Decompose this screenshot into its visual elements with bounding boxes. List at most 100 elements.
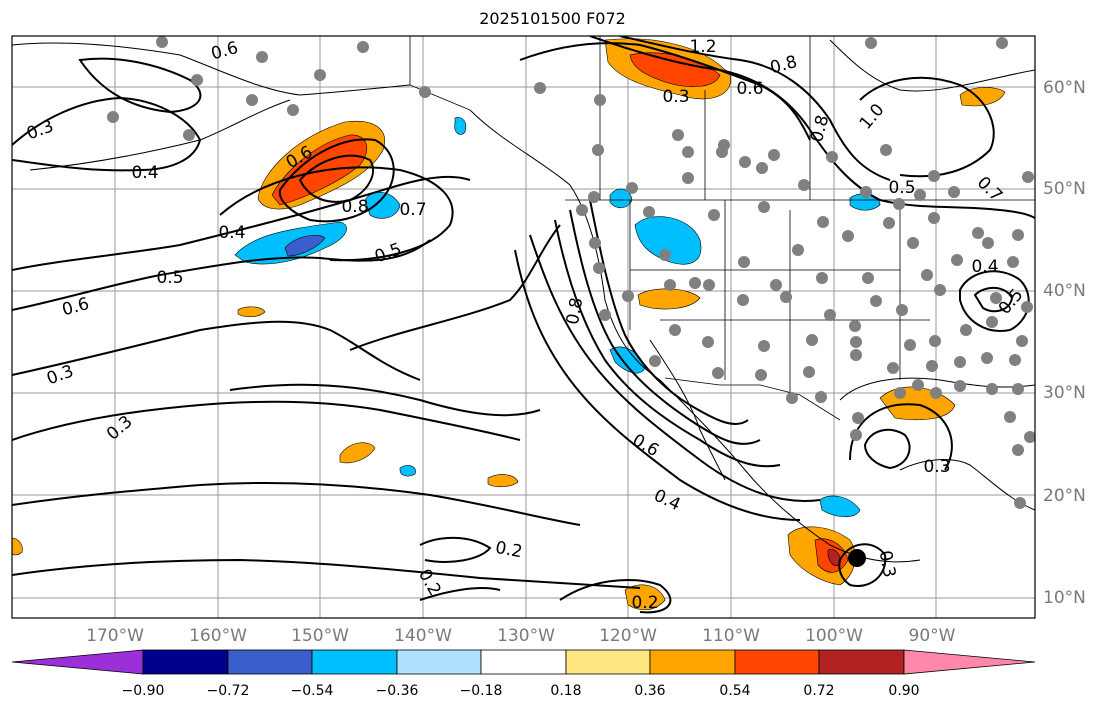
contour-line <box>973 286 1014 313</box>
contour-label: 0.5 <box>888 178 915 198</box>
station-dots <box>107 36 1035 509</box>
colorbar-bin <box>565 649 651 675</box>
lon-label: 160°W <box>189 626 247 646</box>
lat-label: 40°N <box>1043 281 1086 301</box>
map-title: 2025101500 F072 <box>479 9 626 28</box>
contour-label: 0.8 <box>341 197 368 217</box>
political-borders <box>409 36 1035 421</box>
shade-orange-west <box>237 306 266 318</box>
shade-orange-nevada <box>637 288 701 310</box>
colorbar-bin <box>818 649 905 675</box>
colorbar-bin <box>227 649 313 675</box>
shade-lightblue-idaho <box>634 216 702 265</box>
contour-line <box>78 57 202 114</box>
lon-label: 110°W <box>702 626 760 646</box>
shade-lightblue-mexico <box>819 495 861 518</box>
contour-line <box>12 558 641 589</box>
contour-label: 0.4 <box>131 163 158 183</box>
lon-label: 120°W <box>599 626 657 646</box>
colorbar-bin <box>480 649 567 675</box>
contour-line <box>12 239 431 311</box>
colorbar-bin <box>396 649 482 675</box>
lon-label: 130°W <box>497 626 555 646</box>
coast-pacific-nw <box>469 109 921 563</box>
shade-orange-hawaii <box>339 442 376 464</box>
contour-label: 0.8 <box>563 296 587 326</box>
colorbar-tick: −0.90 <box>121 683 165 699</box>
border-us-mexico <box>664 377 841 421</box>
contour-line <box>12 175 471 271</box>
coast-alaska <box>12 42 411 96</box>
lat-label: 10°N <box>1043 588 1086 608</box>
contour-line <box>619 36 891 181</box>
colorbar <box>11 649 1036 675</box>
contour-line <box>514 249 801 521</box>
contour-line <box>229 383 541 417</box>
coast-gulf-of-mexico <box>839 377 1035 401</box>
shade-lightblue-bc-coast <box>454 117 467 135</box>
contour-line <box>419 587 501 601</box>
contour-line <box>419 536 492 563</box>
colorbar-tick: −0.18 <box>459 683 503 699</box>
contour-line <box>12 400 521 441</box>
lat-label: 20°N <box>1043 486 1086 506</box>
colorbar-tick: 0.72 <box>803 683 835 699</box>
contour-label: 0.3 <box>875 549 899 579</box>
colorbar-bin <box>734 649 820 675</box>
lon-label: 140°W <box>394 626 452 646</box>
contour-label: 0.3 <box>923 457 950 477</box>
shade-lightblue-hawaii <box>399 465 416 477</box>
contour-line <box>559 579 672 614</box>
contour-line <box>554 219 781 468</box>
gridlines <box>12 36 1035 618</box>
coast-hudson <box>829 39 1035 92</box>
contour-line <box>859 76 995 178</box>
colorbar-extend-high <box>903 649 1036 675</box>
lon-label: 90°W <box>908 626 956 646</box>
lon-label: 170°W <box>86 626 144 646</box>
contour-line <box>298 154 375 203</box>
coastlines <box>12 39 1035 563</box>
map-frame <box>11 35 1036 619</box>
contour-line <box>529 234 821 502</box>
contour-label: 0.4 <box>971 257 998 277</box>
colorbar-tick: −0.36 <box>375 683 419 699</box>
lat-label: 30°N <box>1043 383 1086 403</box>
shade-blue-gulf-alaska <box>284 235 326 257</box>
lat-label: 60°N <box>1043 78 1086 98</box>
contour-line <box>569 209 761 445</box>
shade-red-gulf-alaska <box>271 134 368 206</box>
storm-center-marker <box>848 549 866 567</box>
shade-orange-south <box>624 584 666 610</box>
colorbar-tick: −0.54 <box>290 683 334 699</box>
contour-label: 0.6 <box>736 79 763 99</box>
contour-line <box>519 42 811 141</box>
contour-line <box>863 428 911 470</box>
contour-label: 1.2 <box>689 37 716 57</box>
contour-label: 0.2 <box>631 593 658 613</box>
shaded-anomalies <box>12 38 1006 610</box>
colorbar-tick: −0.72 <box>206 683 250 699</box>
colorbar-tick: 0.54 <box>719 683 751 699</box>
lat-label: 50°N <box>1043 179 1086 199</box>
contour-line <box>219 166 454 262</box>
coast-alaska-peninsula <box>29 99 291 171</box>
colorbar-tick: 0.90 <box>888 683 920 699</box>
border-alaska-canada <box>409 36 471 111</box>
shade-orange-central <box>487 474 519 488</box>
contour-line <box>12 96 202 172</box>
contour-line <box>278 138 395 223</box>
contour-line <box>349 224 561 351</box>
contour-label: 0.4 <box>218 223 245 243</box>
contour-label: 0.5 <box>156 268 183 288</box>
contour-label: 0.3 <box>662 87 689 107</box>
contour-line <box>589 199 749 425</box>
colorbar-tick: 0.36 <box>634 683 666 699</box>
colorbar-bin <box>649 649 736 675</box>
colorbar-bin <box>142 649 229 675</box>
contour-label: 0.2 <box>494 538 524 562</box>
contour-line <box>12 320 421 381</box>
contour-label: 0.7 <box>399 200 426 220</box>
colorbar-bin <box>311 649 398 675</box>
